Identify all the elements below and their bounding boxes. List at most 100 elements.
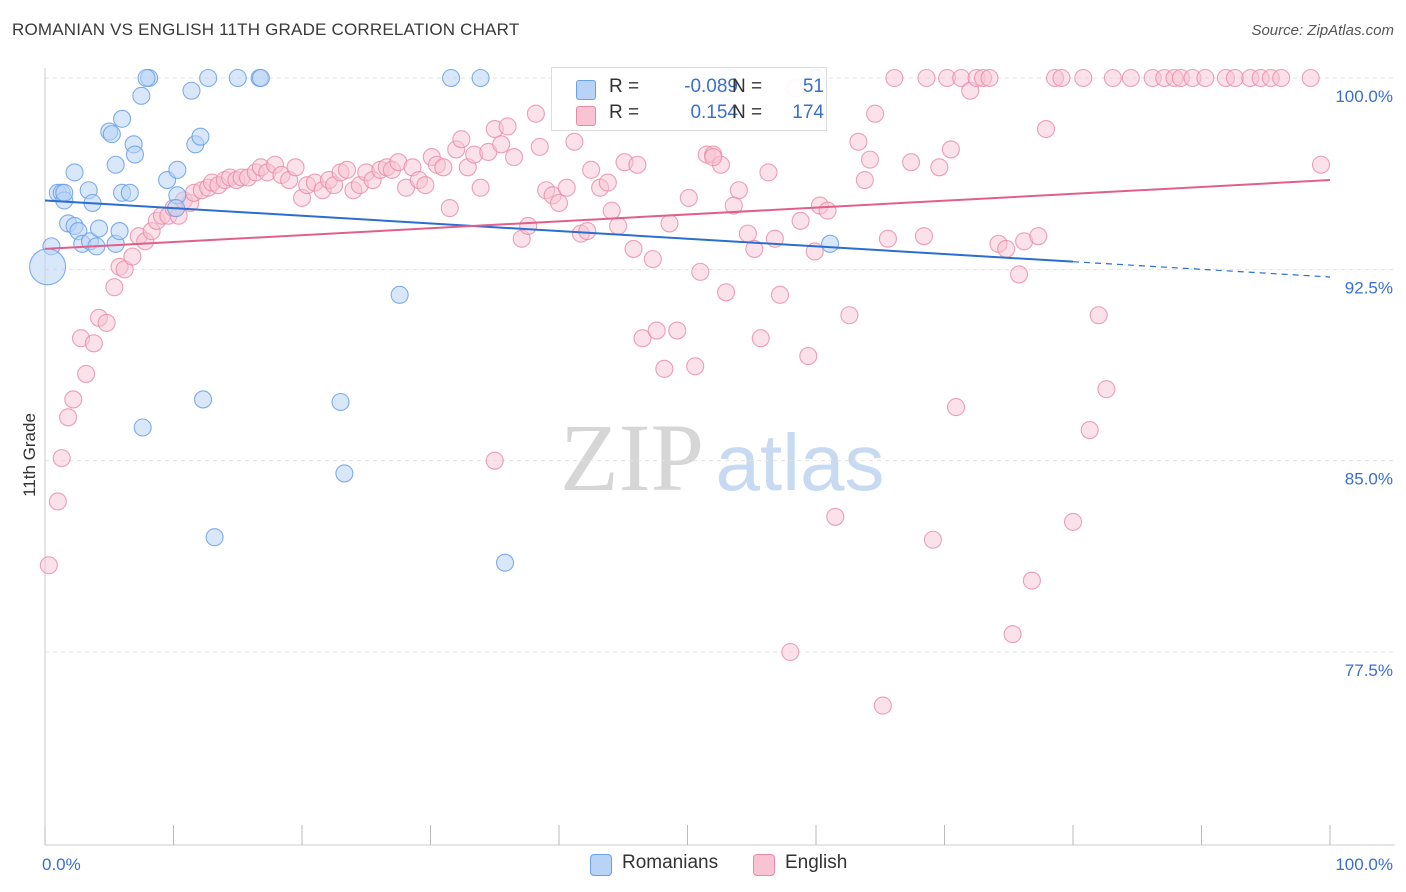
english-point-118	[799, 347, 818, 366]
romanian-point-41	[251, 68, 270, 88]
english-point-133	[917, 68, 936, 88]
english-point-95	[643, 250, 662, 269]
english-point-63	[434, 158, 453, 177]
romanian-point-35	[191, 127, 210, 146]
romanian-point-28	[137, 68, 156, 88]
english-point-86	[582, 160, 601, 179]
n-label: N =	[732, 102, 763, 123]
romanian-point-22	[120, 183, 139, 202]
english-point-115	[781, 642, 800, 662]
r-label: R =	[609, 76, 640, 97]
english-point-13	[123, 247, 142, 266]
legend-item-romanians[interactable]: Romanians	[590, 852, 730, 878]
english-point-100	[679, 188, 698, 207]
english-point-81	[549, 193, 569, 213]
english-point-131	[902, 153, 921, 172]
romanian-point-47	[495, 553, 515, 572]
english-point-73	[498, 117, 517, 136]
english-point-102	[691, 262, 710, 281]
english-point-6	[77, 364, 96, 383]
english-point-128	[873, 696, 892, 715]
english-point-126	[860, 150, 880, 169]
english-point-143	[980, 68, 999, 88]
english-points	[39, 68, 1331, 715]
english-point-176	[704, 148, 723, 167]
english-point-153	[1052, 68, 1071, 88]
romanians-trend-extension	[1072, 261, 1331, 278]
english-point-74	[504, 148, 524, 167]
stats-legend: R = -0.089 N = 51 R = 0.154 N = 174	[551, 67, 827, 131]
english-point-151	[1036, 119, 1056, 139]
english-point-112	[759, 163, 778, 182]
romanian-point-14	[89, 219, 109, 238]
english-point-94	[633, 329, 652, 348]
english-swatch	[576, 106, 596, 126]
english-point-77	[526, 104, 545, 123]
english-point-69	[471, 178, 490, 197]
romanian-point-37	[199, 68, 218, 88]
english-point-134	[923, 530, 942, 549]
english-point-175	[485, 451, 504, 470]
english-point-9	[97, 313, 116, 332]
english-point-0	[39, 556, 58, 575]
legend-label-english: English	[785, 852, 848, 873]
n-value: 51	[802, 76, 824, 97]
english-point-158	[1097, 380, 1116, 399]
y-tick-label-3: 77.5%	[1345, 661, 1393, 680]
english-point-10	[105, 278, 124, 297]
romanian-point-19	[110, 222, 129, 241]
english-point-99	[668, 321, 687, 340]
english-point-4	[64, 390, 83, 409]
english-point-166	[1196, 68, 1215, 88]
source-credit: Source: ZipAtlas.com	[1251, 22, 1394, 39]
english-point-85	[578, 222, 597, 241]
english-point-159	[1103, 68, 1122, 88]
english-point-60	[416, 176, 435, 195]
romanian-point-24	[125, 145, 144, 164]
romanians-legend-swatch	[590, 854, 612, 876]
romanian-point-large	[29, 248, 67, 286]
y-tick-label-1: 92.5%	[1345, 278, 1393, 297]
x-tick-label-1: 100.0%	[1335, 855, 1393, 874]
english-point-160	[1121, 68, 1140, 88]
romanians-swatch	[576, 80, 596, 100]
english-point-66	[452, 130, 471, 149]
english-point-125	[855, 170, 874, 190]
english-point-122	[826, 507, 845, 526]
watermark: ZIP atlas	[560, 404, 884, 511]
english-point-89	[602, 201, 621, 220]
english-point-137	[941, 140, 960, 159]
romanian-point-39	[228, 68, 247, 88]
english-point-154	[1063, 512, 1083, 531]
english-point-48	[337, 160, 357, 179]
english-point-2	[52, 449, 71, 468]
english-point-132	[914, 227, 933, 246]
romanian-point-32	[168, 160, 187, 179]
romanian-point-4	[55, 183, 74, 202]
english-point-157	[1089, 306, 1108, 325]
r-value: 0.154	[690, 102, 738, 123]
romanian-point-27	[133, 418, 152, 437]
romanian-point-25	[132, 86, 151, 105]
romanian-point-7	[65, 163, 84, 182]
english-point-114	[770, 285, 790, 304]
romanian-point-45	[442, 68, 461, 88]
english-point-111	[751, 329, 770, 348]
legend-item-english[interactable]: English	[753, 852, 863, 878]
n-label: N =	[732, 76, 763, 97]
chart-title: ROMANIAN VS ENGLISH 11TH GRADE CORRELATI…	[12, 20, 520, 39]
english-point-156	[1080, 421, 1099, 440]
english-point-92	[624, 239, 643, 258]
english-point-3	[59, 408, 78, 427]
english-point-155	[1074, 68, 1093, 88]
english-point-40	[286, 158, 305, 177]
y-tick-label-2: 85.0%	[1345, 470, 1393, 489]
romanian-point-44	[390, 285, 409, 304]
english-point-106	[716, 283, 736, 302]
english-point-135	[930, 158, 949, 177]
trend-lines	[44, 179, 1331, 278]
romanian-point-20	[113, 109, 132, 128]
y-tick-label-0: 100.0%	[1335, 87, 1393, 106]
english-point-172	[1272, 68, 1291, 88]
english-point-78	[530, 137, 549, 156]
